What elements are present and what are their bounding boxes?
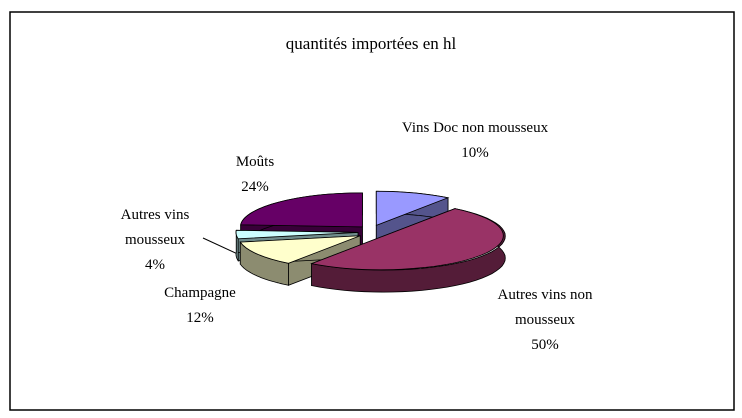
slice-label: Vins Doc non mousseux 10% <box>400 116 550 166</box>
slice-label: Autres vins non mousseux 50% <box>475 283 615 358</box>
slice-label: Autres vins mousseux 4% <box>95 203 215 278</box>
slice-value: 50% <box>531 337 559 353</box>
slice-name: Vins Doc non mousseux <box>401 120 549 136</box>
pie-slice <box>310 208 504 271</box>
slice-value: 4% <box>145 257 165 273</box>
slice-value: 10% <box>461 145 489 161</box>
slice-value: 12% <box>186 310 214 326</box>
pie-slice <box>240 192 363 228</box>
slice-name: Moûts <box>235 154 275 170</box>
slice-label: Champagne 12% <box>145 281 255 331</box>
chart-title: quantités importées en hl <box>285 34 457 53</box>
slice-name: Autres vins mousseux <box>120 207 190 248</box>
pie-slice <box>239 235 361 264</box>
slice-name: Champagne <box>164 285 236 301</box>
slice-value: 24% <box>241 179 269 195</box>
pie <box>235 190 506 293</box>
slice-name: Autres vins non mousseux <box>497 287 593 328</box>
pie-slice <box>375 190 450 226</box>
slice-label: Moûts 24% <box>215 150 295 200</box>
pie-slice <box>235 229 359 240</box>
chart-border <box>9 11 735 411</box>
